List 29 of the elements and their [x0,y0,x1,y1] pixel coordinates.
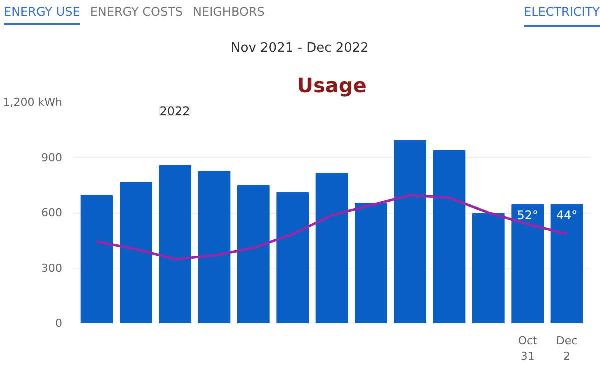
y-tick-label: 0 [56,317,62,330]
bar [159,165,192,324]
text: ENERGY COSTS [90,5,184,21]
bar [198,171,231,324]
bar [316,173,348,324]
bar [276,192,309,324]
y-tick-label: 600 [42,206,63,220]
bar [550,204,584,324]
chart-subtitle: Nov 2021 - Dec 2022 [230,40,370,58]
data-label: 52° [517,208,538,223]
bar [120,182,152,324]
text: ENERGY USE [4,5,80,25]
text: ELECTRICITY [524,4,600,28]
text: NEIGHBORS [193,5,265,21]
chart-title: Usage [297,74,367,98]
bar [238,185,270,324]
bar [433,150,466,324]
x-tick-label: Oct 31 [518,334,538,364]
y-tick-label: 300 [42,262,63,275]
bar [355,203,388,324]
y-tick-label: 900 [42,151,63,164]
bar [394,140,426,324]
x-tick-label: Dec 2 [556,334,578,364]
data-label: 44° [556,208,578,223]
y-tick-label: 1,200 kWh [3,96,63,109]
bar [512,204,544,324]
bar [472,213,505,324]
bar [80,195,114,324]
annotation: 2022 [160,104,190,118]
